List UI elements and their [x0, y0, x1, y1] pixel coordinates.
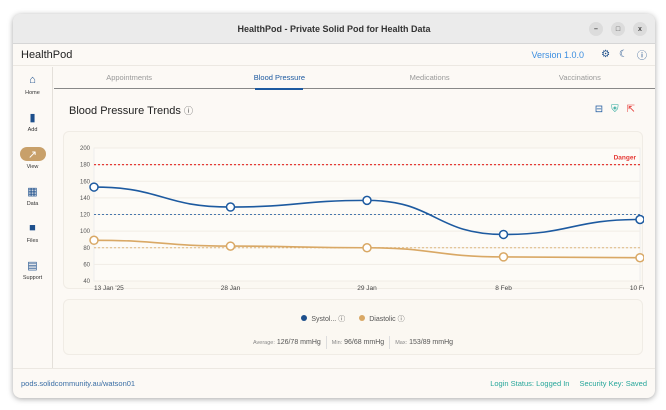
sidebar: ⌂ Home ▮ Add ↗ View ▦ Data ■ Files ▤ Support — [13, 67, 53, 368]
minimize-button[interactable]: – — [589, 22, 603, 36]
legend-systolic[interactable]: Systol... ⓘ — [301, 314, 345, 324]
y-tick-label: 40 — [83, 279, 90, 285]
app-window: HealthPod - Private Solid Pod for Health… — [13, 14, 655, 398]
data-point — [362, 195, 372, 206]
x-tick-label: 28 Jan — [221, 285, 241, 290]
gear-icon[interactable]: ⚙ — [601, 49, 611, 60]
summary-card: Systol... ⓘ Diastolic ⓘ Average: 126/78 … — [63, 299, 643, 355]
tab-medications[interactable]: Medications — [409, 73, 450, 82]
data-point — [362, 243, 372, 253]
data-point — [89, 182, 99, 192]
stat-min: Min: 96/68 mmHg — [325, 336, 389, 349]
sidebar-label: View — [26, 164, 39, 170]
y-tick-label: 180 — [80, 163, 91, 169]
window-title: HealthPod - Private Solid Pod for Health… — [237, 23, 431, 34]
pod-url[interactable]: pods.solidcommunity.au/watson01 — [21, 379, 136, 388]
y-tick-label: 140 — [80, 196, 91, 202]
info-icon[interactable]: ⓘ — [637, 51, 647, 62]
x-tick-label: 13 Jan '25 — [94, 285, 124, 290]
sidebar-label: Data — [26, 201, 39, 207]
stat-value: 96/68 mmHg — [344, 339, 385, 346]
bp-chart: 40 60 80 100 120 140 160 180 200 13 Jan '25 28 Jan… — [80, 146, 651, 292]
y-tick-label: 200 — [80, 146, 91, 152]
title-bar: HealthPod - Private Solid Pod for Health… — [13, 14, 655, 44]
tab-blood-pressure[interactable]: Blood Pressure — [204, 67, 354, 88]
data-point — [225, 202, 236, 212]
sidebar-item-home[interactable]: ⌂ Home — [13, 67, 52, 104]
info-icon[interactable]: ⓘ — [183, 106, 193, 116]
y-tick-label: 60 — [83, 262, 90, 268]
x-tick-label: 8 Feb — [495, 285, 512, 290]
sidebar-label: Files — [26, 238, 39, 244]
stat-key: Min: — [331, 340, 343, 346]
stat-key: Max: — [395, 340, 408, 346]
home-icon: ⌂ — [29, 74, 36, 86]
sidebar-item-files[interactable]: ■ Files — [13, 215, 52, 252]
status-bar: pods.solidcommunity.au/watson01 Login St… — [13, 368, 655, 398]
export-icon[interactable]: ⇱ — [626, 104, 635, 115]
reference-label: Danger — [614, 155, 637, 162]
trending-icon: ↗ — [19, 147, 46, 161]
data-point — [225, 241, 236, 251]
clipboard-icon: ▮ — [29, 111, 36, 124]
folder-icon: ■ — [29, 222, 36, 234]
y-tick-label: 100 — [80, 229, 91, 235]
close-button[interactable]: x — [633, 22, 647, 36]
app-title: HealthPod — [21, 48, 73, 61]
stat-max: Max: 153/89 mmHg — [389, 336, 458, 349]
sidebar-item-support[interactable]: ▤ Support — [13, 252, 52, 289]
legend-label: Diastolic — [369, 316, 396, 323]
legend-label: Systol... — [311, 316, 337, 323]
tab-vaccinations[interactable]: Vaccinations — [558, 73, 601, 82]
sidebar-label: Home — [25, 90, 40, 96]
version-link[interactable]: Version 1.0.0 — [531, 49, 585, 60]
stat-key: Average: — [252, 340, 275, 346]
page-title-text: Blood Pressure Trends — [69, 105, 181, 117]
x-tick-label: 29 Jan — [357, 285, 377, 290]
chart-card: 40 60 80 100 120 140 160 180 200 13 Jan '25 28 Jan… — [63, 131, 651, 292]
data-point — [498, 229, 509, 240]
login-status: Login Status: Logged In — [490, 379, 570, 388]
sidebar-label: Support — [22, 275, 43, 281]
x-tick-label: 10 Feb — [630, 285, 644, 290]
sidebar-label: Add — [27, 127, 38, 133]
app-bar: HealthPod Version 1.0.0 ⚙ ☾ ⓘ — [13, 44, 655, 66]
table-icon: ▦ — [27, 185, 38, 198]
data-point — [89, 235, 99, 246]
stat-average: Average: 126/78 mmHg — [248, 336, 326, 349]
y-tick-label: 160 — [80, 179, 91, 185]
y-tick-label: 120 — [80, 213, 91, 219]
shield-add-icon[interactable]: ⛨ — [611, 104, 619, 115]
sidebar-item-data[interactable]: ▦ Data — [13, 178, 52, 215]
sidebar-item-add[interactable]: ▮ Add — [13, 104, 52, 141]
library-icon: ▤ — [27, 259, 38, 272]
security-key-status: Security Key: Saved — [579, 379, 647, 388]
data-point — [635, 252, 645, 263]
dark-mode-icon[interactable]: ☾ — [619, 49, 628, 60]
tab-appointments[interactable]: Appointments — [106, 73, 153, 82]
maximize-button[interactable]: □ — [611, 22, 625, 36]
data-point — [498, 252, 509, 262]
table-view-icon[interactable]: ⊟ — [594, 104, 604, 115]
stat-value: 126/78 mmHg — [276, 339, 321, 346]
sidebar-item-view[interactable]: ↗ View — [13, 141, 52, 178]
tab-bar: Appointments Blood Pressure Medications … — [54, 67, 655, 89]
y-tick-label: 80 — [83, 246, 90, 252]
page-title: Blood Pressure Trends ⓘ — [69, 104, 193, 117]
stat-value: 153/89 mmHg — [409, 339, 454, 346]
legend-diastolic[interactable]: Diastolic ⓘ — [359, 314, 405, 324]
data-point — [635, 214, 645, 225]
